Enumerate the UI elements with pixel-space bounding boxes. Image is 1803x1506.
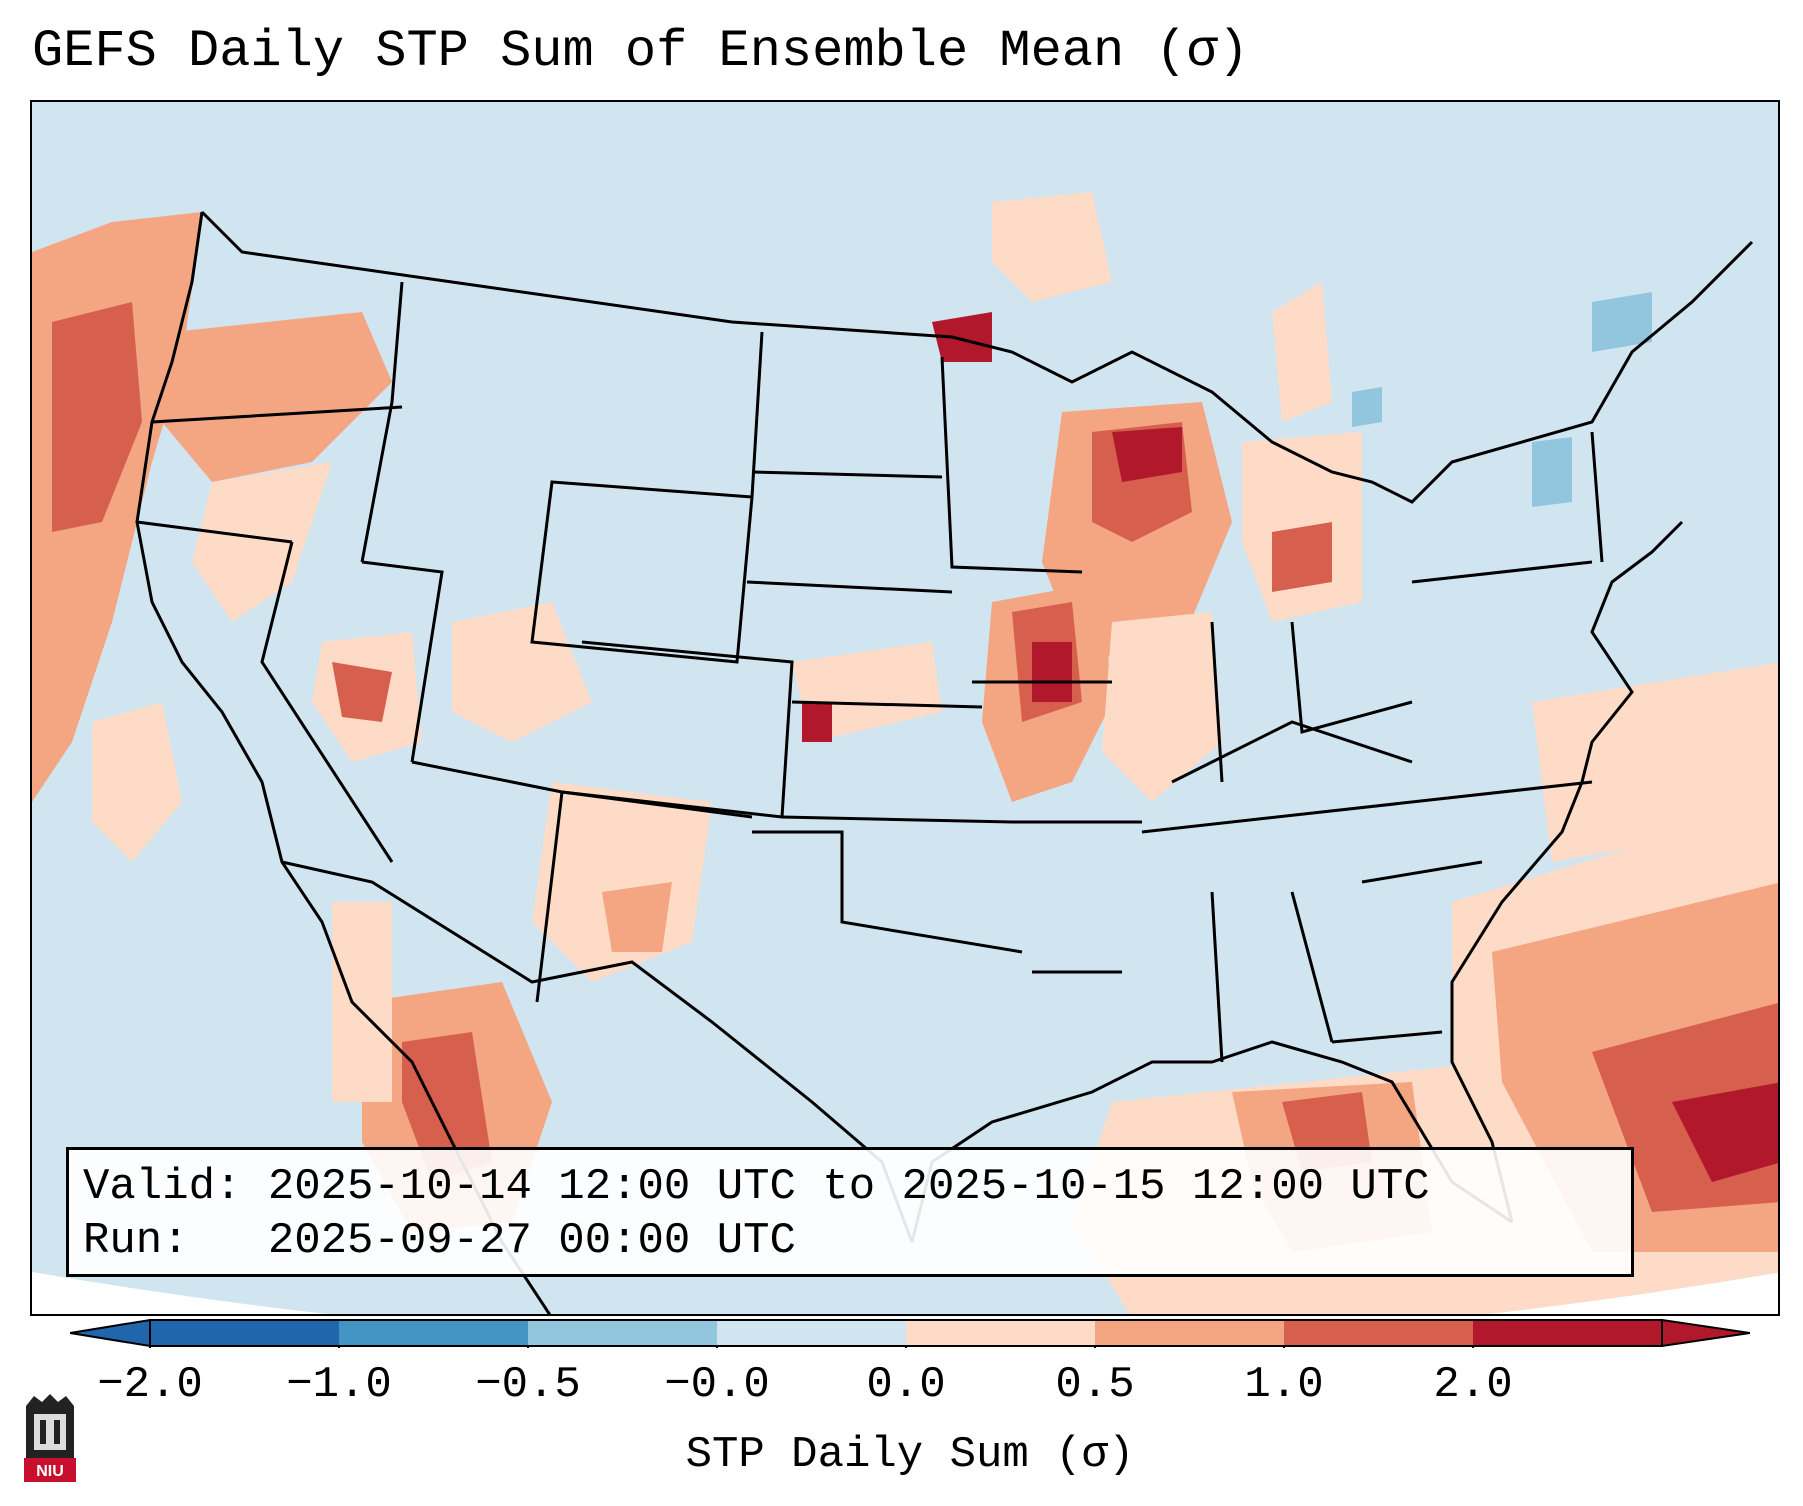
shading-pnw-light (192, 462, 332, 622)
state-line-ut-az (411, 760, 563, 794)
state-line-ga-al (1290, 891, 1334, 1043)
colorbar-segment (1095, 1320, 1285, 1346)
shading-pnw (162, 312, 392, 482)
state-line-sd-ne (746, 580, 953, 594)
colorbar-frame (149, 1319, 1663, 1347)
colorbar-tick-label: −2.0 (97, 1360, 203, 1410)
state-line-ks-ok (781, 815, 1013, 824)
boundaries (135, 210, 1754, 1314)
colorbar-segment (150, 1320, 340, 1346)
shading-mexico-west-core (402, 1032, 492, 1182)
state-line-wy (530, 480, 754, 664)
shading-atlantic-east (1532, 662, 1778, 862)
shading-new-mexico-core (602, 882, 672, 952)
shading-kansas-core (802, 702, 832, 742)
canada-us-border (200, 210, 1754, 504)
colorbar-label: STP Daily Sum (σ) (685, 1430, 1135, 1480)
state-line-tn (1141, 780, 1593, 834)
shading-iowa-max (1032, 642, 1072, 702)
state-line-ne-ks (791, 700, 983, 709)
state-line-ny-vt (1590, 431, 1604, 563)
state-line-az-nm (535, 791, 564, 1003)
map-panel (30, 100, 1780, 1316)
shading-negative-ontario (1352, 387, 1382, 427)
state-line-co (561, 640, 794, 819)
niu-logo: NIU (24, 1394, 76, 1482)
colorbar-segment (339, 1320, 529, 1346)
colorbar-tick-label: 1.0 (1244, 1360, 1324, 1410)
colorbar-segment (906, 1320, 1096, 1346)
logo-text: NIU (36, 1463, 64, 1480)
valid-label: Valid: (83, 1162, 242, 1212)
valid-run-info-box: Valid: 2025-10-14 12:00 UTC to 2025-10-1… (66, 1147, 1634, 1277)
colorbar-segment (528, 1320, 718, 1346)
state-line-oh (1290, 621, 1413, 734)
shading-negative-quebec-north (1592, 292, 1652, 352)
colorbar-tick-label: 2.0 (1433, 1360, 1513, 1410)
state-line-ga-fl (1331, 1030, 1443, 1044)
colorbar-tick-label: −0.0 (664, 1360, 770, 1410)
state-line-mt-nd (750, 331, 764, 498)
shading-minnesota-north (932, 312, 992, 362)
state-line-ca-nv (260, 541, 394, 863)
state-line-ms-al (1210, 891, 1224, 1063)
colorbar-tick-label: 0.0 (866, 1360, 946, 1410)
state-line-pa-ny (1411, 560, 1593, 584)
shading-pacific-south (92, 702, 182, 862)
map-title: GEFS Daily STP Sum of Ensemble Mean (σ) (32, 22, 1249, 81)
state-line-nd-sd (751, 470, 943, 479)
shading-negative-quebec (1532, 437, 1572, 507)
shading-ontario (1272, 282, 1332, 422)
coastline-west (135, 211, 554, 1314)
shading-utah (452, 602, 592, 742)
run-value: 2025-09-27 00:00 UTC (267, 1216, 796, 1266)
shading-pacific-west-core (52, 302, 142, 532)
colorbar-tick-label: −1.0 (286, 1360, 392, 1410)
valid-value: 2025-10-14 12:00 UTC to 2025-10-15 12:00… (267, 1162, 1430, 1212)
state-line-ok-tx (752, 830, 1023, 954)
map-canvas (32, 102, 1778, 1314)
state-line-or-ca (136, 520, 293, 544)
state-line-nc-sc (1361, 860, 1483, 884)
colorbar-segment (1284, 1320, 1474, 1346)
colorbar-extend-under (70, 1318, 151, 1348)
run-label: Run: (83, 1216, 189, 1266)
shading-michigan-core (1272, 522, 1332, 592)
state-line-mn (940, 356, 1083, 574)
colorbar-tick-label: −0.5 (475, 1360, 581, 1410)
state-line-nv-ut (361, 560, 444, 763)
shading-canada-north (992, 192, 1112, 302)
colorbar-extend-over (1661, 1318, 1750, 1348)
shading-great-basin-core (332, 662, 392, 722)
state-line-id-mt (360, 281, 404, 563)
shading-new-mexico (532, 782, 712, 982)
colorbar-segment (1473, 1320, 1663, 1346)
colorbar-segment (717, 1320, 907, 1346)
state-line-wa-or (151, 405, 403, 424)
colorbar-tick-label: 0.5 (1055, 1360, 1135, 1410)
shading-illinois (1102, 612, 1222, 802)
shading-wisconsin-max (1112, 427, 1182, 482)
gulf-coast (910, 1040, 1513, 1243)
shading-atlantic-max (1672, 1082, 1778, 1182)
state-line-il-in (1210, 621, 1224, 783)
shading-baja (332, 902, 392, 1102)
colorbar (70, 1318, 1750, 1348)
state-line-ky (1171, 720, 1413, 784)
